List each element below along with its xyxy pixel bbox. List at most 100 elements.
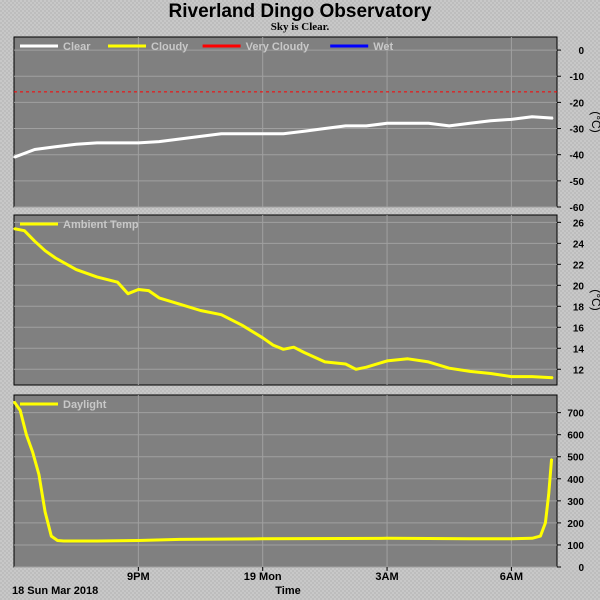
data-point <box>127 293 129 295</box>
data-point <box>241 133 243 135</box>
data-point <box>282 133 284 135</box>
data-point <box>551 458 553 460</box>
data-point <box>44 250 46 252</box>
plot-area <box>13 36 558 208</box>
y-tick-label: 400 <box>567 475 584 486</box>
data-point <box>96 142 98 144</box>
y-tick-label: 500 <box>567 453 584 464</box>
data-point <box>25 434 27 436</box>
y-tick-label: -60 <box>570 203 585 214</box>
x-tick-label: 19 Mon <box>244 571 282 583</box>
y-tick-label: 0 <box>578 563 584 574</box>
data-point <box>117 281 119 283</box>
data-point <box>38 473 40 475</box>
data-point <box>407 358 409 360</box>
sky-temp-panel: 0 -10 -20 -30 -40 -50 -60 (°C) Clear Cloudy Very C… <box>13 36 600 214</box>
daylight-panel: 700 600 500 400 300 200 100 0 Daylight <box>12 394 584 574</box>
data-point <box>148 290 150 292</box>
data-point <box>69 540 71 542</box>
y-tick-label: -10 <box>570 72 585 83</box>
ambient-temp-panel: 26 24 22 20 18 16 14 12 (°C) Ambient Temp <box>13 214 600 386</box>
data-point <box>510 538 512 540</box>
data-point <box>386 360 388 362</box>
y-tick-label: 24 <box>573 239 585 250</box>
data-point <box>34 240 36 242</box>
data-point <box>386 537 388 539</box>
data-point <box>531 116 533 118</box>
data-point <box>96 276 98 278</box>
data-point <box>552 377 554 379</box>
data-point <box>531 376 533 378</box>
data-point <box>75 540 77 542</box>
data-point <box>552 117 554 119</box>
y-tick-label: -20 <box>570 98 585 109</box>
data-point <box>324 127 326 130</box>
x-tick-label: 9PM <box>127 571 150 583</box>
x-axis-label: Time <box>275 585 300 597</box>
data-point <box>272 344 274 346</box>
data-point <box>34 148 36 151</box>
y-tick-label: 300 <box>567 497 584 508</box>
data-point <box>427 361 430 363</box>
data-point <box>96 540 98 542</box>
data-point <box>407 122 409 124</box>
data-point <box>448 367 450 369</box>
data-point <box>262 538 264 540</box>
data-point <box>50 535 52 537</box>
data-point <box>56 539 59 542</box>
data-point <box>158 297 160 299</box>
data-point <box>199 309 202 312</box>
data-point <box>13 401 15 403</box>
data-point <box>137 142 139 144</box>
y-tick-label: 200 <box>567 519 584 530</box>
data-point <box>54 257 57 259</box>
data-point <box>282 348 284 350</box>
y-tick-label: 100 <box>567 541 584 552</box>
data-point <box>427 122 430 124</box>
data-point <box>365 366 367 368</box>
data-point <box>510 118 512 120</box>
data-point <box>544 522 547 524</box>
y-tick-label: 22 <box>573 260 585 271</box>
data-point <box>490 372 492 375</box>
data-point <box>355 368 357 370</box>
data-point <box>75 269 77 271</box>
chart-title: Riverland Dingo Observatory <box>168 1 432 22</box>
legend-label: Wet <box>373 41 393 53</box>
data-point <box>63 540 65 542</box>
data-point <box>345 125 347 127</box>
y-tick-label: 12 <box>573 365 585 376</box>
data-point <box>303 351 305 354</box>
x-tick-label: 3AM <box>375 571 398 583</box>
data-point <box>241 324 243 326</box>
y-tick-label: 0 <box>578 46 584 57</box>
legend-label: Very Cloudy <box>246 41 310 53</box>
data-point <box>13 228 15 230</box>
data-point <box>448 125 450 127</box>
x-axis: 9PM 19 Mon 3AM 6AM <box>127 567 523 583</box>
y-tick-label: 16 <box>573 323 585 334</box>
data-point <box>548 493 550 495</box>
date-label: 18 Sun Mar 2018 <box>12 585 98 597</box>
data-point <box>510 376 512 378</box>
legend-label: Ambient Temp <box>63 219 139 231</box>
data-point <box>179 138 181 140</box>
y-tick-label: 14 <box>573 344 585 355</box>
y-axis-unit-label: (°C) <box>589 111 600 132</box>
data-point <box>490 120 492 122</box>
y-tick-label: 700 <box>567 409 584 420</box>
data-point <box>220 314 222 316</box>
data-point <box>137 288 139 291</box>
data-point <box>293 346 295 348</box>
data-point <box>303 130 305 132</box>
data-point <box>32 451 34 453</box>
data-point <box>179 538 181 541</box>
y-tick-label: -50 <box>570 177 585 188</box>
x-tick-label: 6AM <box>500 571 523 583</box>
y-tick-label: 18 <box>573 302 585 313</box>
y-tick-label: 20 <box>573 281 585 292</box>
series-line <box>13 227 553 380</box>
data-point <box>179 303 181 305</box>
data-point <box>23 230 25 232</box>
